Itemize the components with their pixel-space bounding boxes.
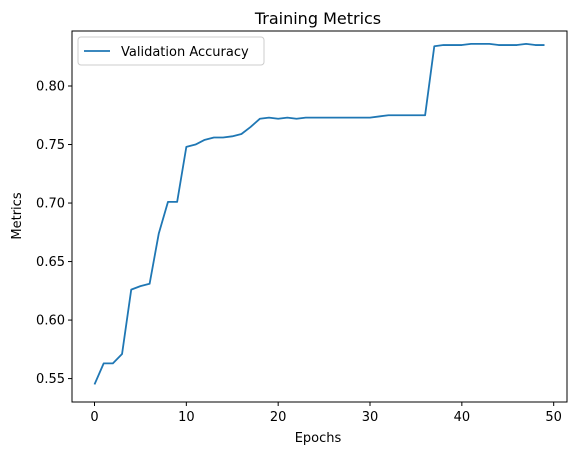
plot-area	[93, 42, 545, 385]
axes-frame	[71, 30, 568, 403]
x-axis-ticks: 0 10 20 30 40 50	[90, 402, 562, 425]
x-tick-label: 0	[90, 410, 98, 425]
x-axis-label: Epochs	[295, 431, 342, 446]
y-axis-label: Metrics	[10, 192, 25, 239]
y-tick-label: 0.55	[36, 372, 65, 387]
x-tick-label: 10	[178, 410, 195, 425]
y-tick-label: 0.65	[36, 255, 65, 270]
x-tick-label: 40	[454, 410, 471, 425]
x-tick-label: 20	[270, 410, 287, 425]
legend: Validation Accuracy	[77, 36, 265, 66]
x-tick-label: 50	[545, 410, 562, 425]
x-tick-label: 30	[362, 410, 379, 425]
y-tick-label: 0.60	[36, 314, 65, 329]
chart-title: Training Metrics	[254, 9, 381, 28]
legend-label: Validation Accuracy	[121, 45, 249, 60]
y-tick-label: 0.70	[36, 197, 65, 212]
series-line-0	[93, 42, 545, 385]
legend-box	[77, 36, 265, 66]
y-tick-label: 0.80	[36, 80, 65, 95]
y-tick-label: 0.75	[36, 138, 65, 153]
y-axis-ticks: 0.55 0.60 0.65 0.70 0.75 0.80	[36, 80, 72, 387]
